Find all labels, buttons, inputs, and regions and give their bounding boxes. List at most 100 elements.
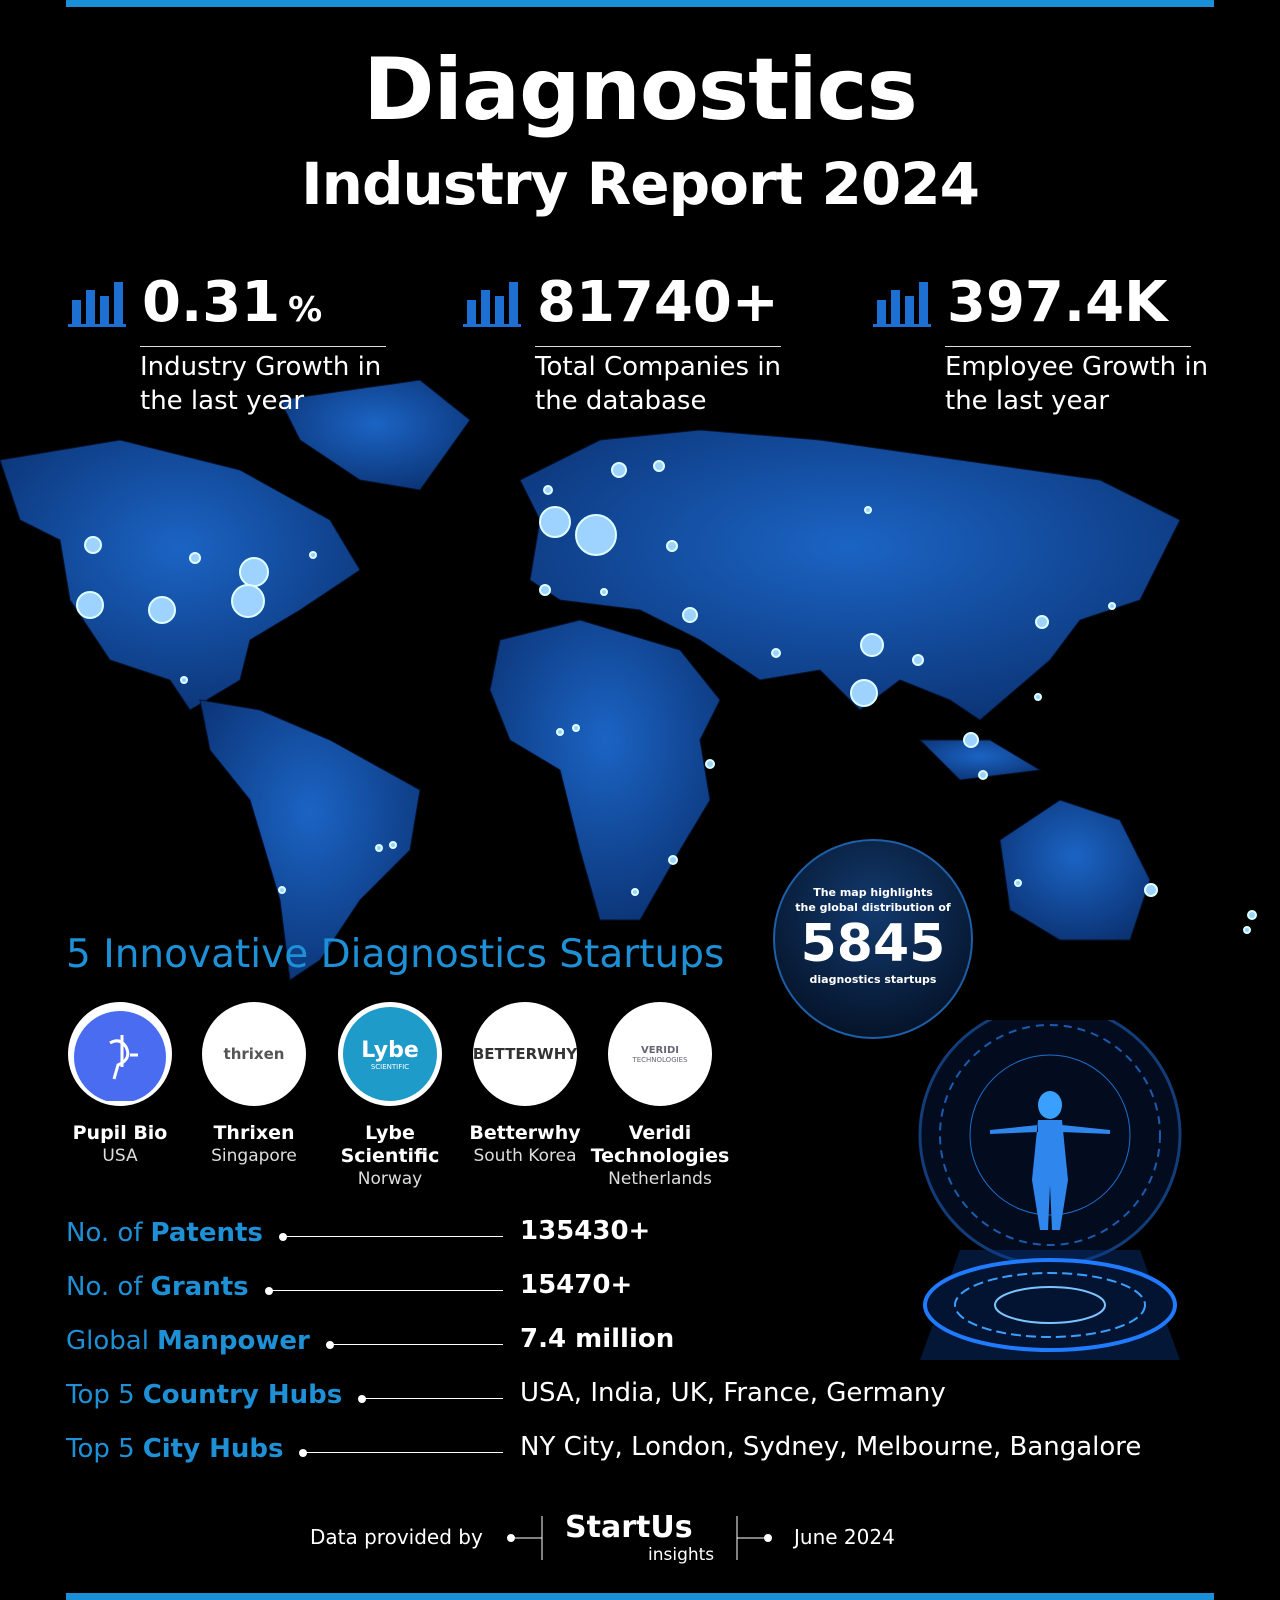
- icon: [68, 282, 126, 327]
- fact-value: 135430+: [520, 1216, 651, 1246]
- title: Diagnostics: [363, 40, 918, 140]
- startup-dot: [978, 770, 988, 780]
- fact-emphasis: City Hubs: [142, 1434, 284, 1464]
- stat-icon: [463, 272, 521, 328]
- stat-label: Industry Growth in: [140, 352, 382, 382]
- stat-number: 397.4K: [947, 270, 1168, 335]
- note-line: the global distribution of: [795, 901, 951, 914]
- startup-dot: [1014, 879, 1022, 887]
- subtitle: Industry Report 2024: [301, 150, 980, 218]
- date: June 2024: [794, 1525, 895, 1549]
- startup-dot: [389, 841, 397, 849]
- startup-dot: [705, 759, 715, 769]
- fact-dot: [299, 1449, 308, 1457]
- startup-logo: [68, 1002, 172, 1106]
- fact-line: [362, 1398, 503, 1399]
- provided-by: Data provided by: [310, 1525, 483, 1549]
- stat-rule: [945, 346, 1191, 347]
- fact-value: NY City, London, Sydney, Melbourne, Bang…: [520, 1432, 1142, 1462]
- stat-icon: [68, 272, 126, 328]
- startup-dot: [148, 596, 176, 624]
- fact-prefix: Top 5: [66, 1434, 135, 1464]
- stat-label: the last year: [945, 386, 1110, 416]
- stat-label: the database: [535, 386, 707, 416]
- stat-value: 0.31%: [142, 270, 322, 335]
- footer-connectors: [507, 1516, 772, 1560]
- logo-text: VERIDI: [640, 1044, 679, 1056]
- fact-value: 7.4 million: [520, 1324, 675, 1354]
- stat-label: the last year: [140, 386, 305, 416]
- startups-heading: 5 Innovative Diagnostics Startups: [66, 932, 725, 977]
- startup-name: Thrixen: [213, 1122, 295, 1144]
- fact-line: [303, 1452, 503, 1453]
- startup-dot: [611, 462, 627, 478]
- fact-label: No. of Grants: [66, 1272, 249, 1302]
- startup-dot: [1108, 602, 1116, 610]
- startup-dot: [653, 460, 665, 472]
- note-caption: diagnostics startups: [809, 973, 937, 986]
- startup-dot: [189, 552, 201, 564]
- stat-value: 81740+: [537, 270, 779, 335]
- startup-dot: [575, 514, 617, 556]
- startup-dot: [572, 724, 580, 732]
- startup-dot: [375, 844, 383, 852]
- fact-prefix: Global: [66, 1326, 149, 1356]
- fact-prefix: No. of: [66, 1272, 143, 1302]
- startup-dot: [963, 732, 979, 748]
- stat-label: Employee Growth in: [945, 352, 1209, 382]
- startup-dot: [668, 855, 678, 865]
- fact-emphasis: Manpower: [156, 1326, 310, 1356]
- startup-dot: [180, 676, 188, 684]
- startup-name: Lybe: [365, 1122, 415, 1144]
- stat-rule: [535, 346, 781, 347]
- stat-rule: [140, 346, 386, 347]
- startup-dot: [76, 591, 104, 619]
- logo-mark: [74, 1011, 166, 1101]
- startup-dot: [850, 679, 878, 707]
- startup-logo: thrixen: [202, 1002, 306, 1106]
- bottom-bar: [66, 1593, 1214, 1600]
- startup-dot: [309, 551, 317, 559]
- brand: StartUs: [565, 1510, 693, 1545]
- fact-line: [282, 1236, 503, 1237]
- fact-value: USA, India, UK, France, Germany: [520, 1378, 946, 1408]
- fact-dot: [278, 1233, 287, 1241]
- startup-dot: [1035, 615, 1049, 629]
- top-bar: [66, 0, 1214, 7]
- startup-name: Betterwhy: [469, 1122, 581, 1144]
- startup-dot: [539, 506, 571, 538]
- startup-dot: [556, 728, 564, 736]
- fact-label: Top 5 Country Hubs: [66, 1380, 342, 1410]
- startup-dot: [666, 540, 678, 552]
- fact-dot: [325, 1341, 334, 1349]
- startup-dot: [278, 886, 286, 894]
- fact-label: Global Manpower: [66, 1326, 310, 1356]
- startup-dot: [539, 584, 551, 596]
- startup-dot: [682, 607, 698, 623]
- startup-country: Singapore: [211, 1146, 297, 1166]
- startup-dot: [84, 536, 102, 554]
- fact-line: [329, 1344, 503, 1345]
- stat-label: Total Companies in: [535, 352, 782, 382]
- startup-dot: [239, 557, 269, 587]
- stat-value: 397.4K: [947, 270, 1168, 335]
- map-note: The map highlights the global distributi…: [773, 839, 973, 1039]
- logo-text: TECHNOLOGIES: [632, 1055, 688, 1064]
- fact-line: [268, 1290, 503, 1291]
- startup-country: South Korea: [473, 1146, 577, 1166]
- startup-name: Technologies: [590, 1145, 730, 1167]
- startup-dot: [1034, 693, 1042, 701]
- startup-logo: BETTERWHY: [473, 1002, 577, 1106]
- startup-country: USA: [102, 1146, 138, 1166]
- startup-dot: [231, 584, 265, 618]
- startup-dot: [771, 648, 781, 658]
- world-map: [0, 380, 1257, 981]
- fact-value: 15470+: [520, 1270, 633, 1300]
- stat-unit: %: [288, 290, 323, 330]
- startup-country: Netherlands: [608, 1169, 712, 1189]
- logo-text: SCIENTIFIC: [370, 1062, 410, 1071]
- brand-sub: insights: [648, 1545, 715, 1565]
- startup-dot: [1243, 926, 1251, 934]
- startup-dot: [1144, 883, 1158, 897]
